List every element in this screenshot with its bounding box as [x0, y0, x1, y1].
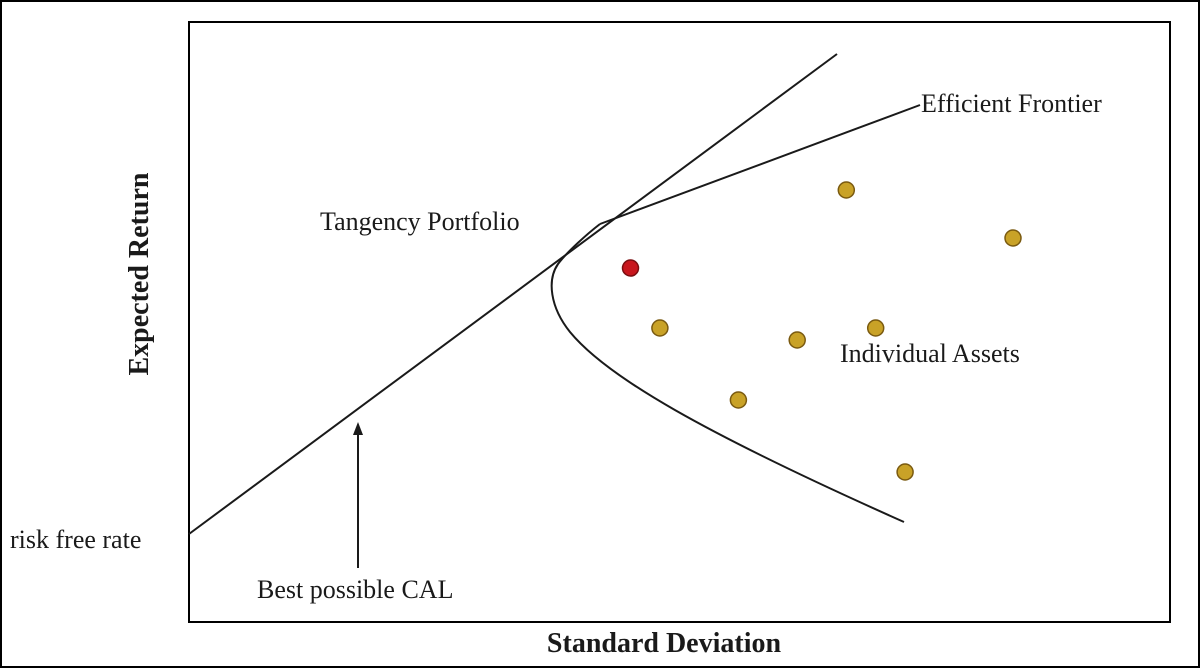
efficient-frontier-curve	[550, 223, 905, 523]
individual-asset-point	[896, 463, 914, 481]
individual-assets-group	[651, 181, 1022, 481]
individual-asset-point	[1004, 229, 1022, 247]
plot-area	[188, 21, 1171, 623]
risk-free-rate-label: risk free rate	[10, 525, 141, 554]
x-axis-title: Standard Deviation	[547, 628, 782, 659]
tangency-portfolio-point	[621, 259, 640, 277]
individual-asset-point	[729, 391, 748, 409]
best-cal-label: Best possible CAL	[257, 575, 453, 604]
efficient-frontier-label: Efficient Frontier	[921, 89, 1102, 118]
individual-asset-point	[837, 181, 856, 199]
individual-asset-point	[866, 319, 885, 337]
efficient-frontier-leader-line	[599, 104, 921, 225]
individual-asset-point	[788, 331, 806, 349]
tangency-portfolio-label: Tangency Portfolio	[320, 207, 520, 236]
y-axis-title: Expected Return	[124, 172, 155, 375]
cal-pointer-arrow-head	[353, 422, 363, 435]
individual-asset-point	[651, 319, 669, 337]
capital-allocation-line	[188, 53, 838, 535]
individual-assets-label: Individual Assets	[840, 339, 1020, 368]
